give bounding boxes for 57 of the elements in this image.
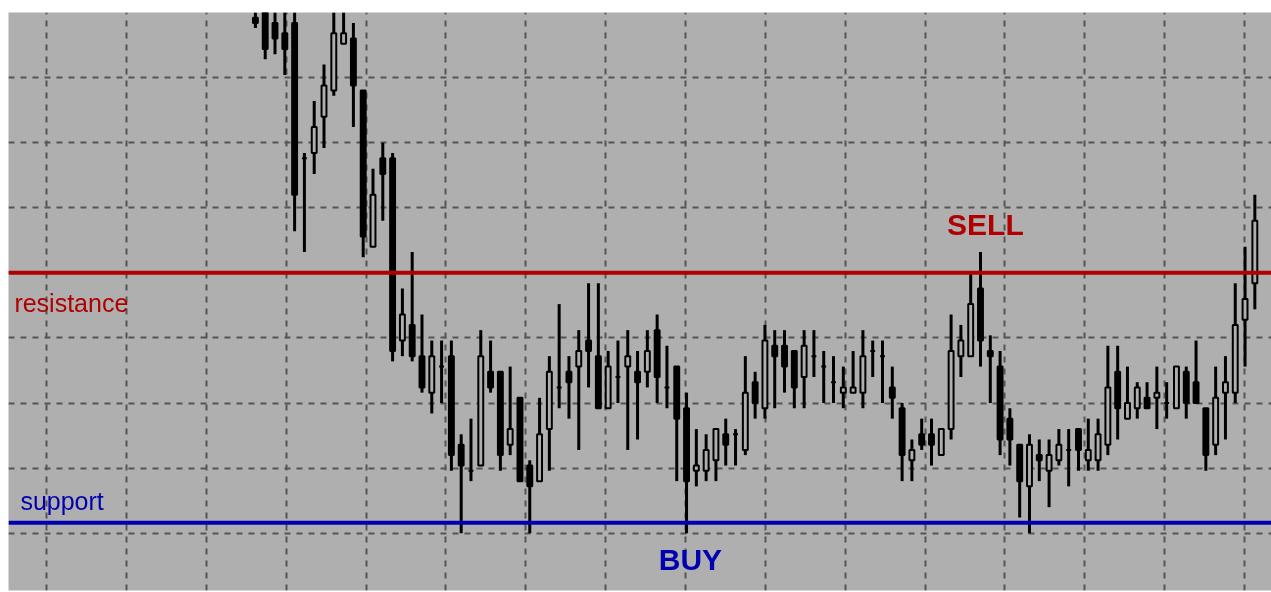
candlestick	[310, 101, 318, 174]
candlestick	[1222, 356, 1229, 440]
candlestick	[359, 89, 367, 259]
candlestick	[1055, 429, 1063, 466]
candlestick	[585, 283, 593, 388]
ref-line-label: support	[20, 486, 104, 515]
candlestick	[1173, 365, 1180, 410]
annotation: SELL	[947, 207, 1024, 241]
candlestick	[957, 323, 965, 377]
candlestick	[634, 349, 641, 440]
candlestick	[1006, 408, 1014, 466]
candlestick	[996, 349, 1004, 457]
candlestick	[545, 356, 553, 471]
candlestick	[536, 396, 544, 483]
candlestick	[320, 64, 328, 148]
candlestick	[1045, 439, 1053, 509]
candlestick	[487, 340, 495, 393]
candlestick	[967, 272, 975, 358]
candlestick	[1084, 418, 1092, 471]
candlestick	[977, 252, 984, 367]
candlestick	[1241, 245, 1249, 367]
candlestick	[1016, 443, 1024, 518]
candlestick	[1035, 439, 1043, 483]
candlestick	[624, 330, 632, 450]
candlestick	[526, 460, 534, 535]
candlestick	[575, 330, 583, 450]
candlestick	[937, 428, 945, 457]
candlestick	[349, 22, 357, 128]
candlestick	[1251, 194, 1259, 310]
candlestick	[1026, 434, 1033, 535]
candlestick	[908, 439, 916, 483]
candlestick	[594, 283, 602, 410]
candlestick	[477, 330, 485, 467]
candlestick	[781, 330, 788, 393]
candlestick	[1202, 407, 1210, 471]
candlestick	[800, 330, 808, 409]
ref-line-label: resistance	[14, 288, 129, 317]
candlestick	[1192, 340, 1200, 405]
candlestick	[496, 370, 504, 471]
candlestick	[790, 349, 798, 409]
candlestick	[1143, 382, 1151, 410]
candlestick	[849, 349, 857, 394]
candlestick	[986, 335, 994, 405]
candlestick	[771, 330, 779, 409]
candlestick	[673, 365, 681, 483]
candlestick	[457, 434, 465, 535]
candlestick	[761, 323, 769, 419]
text: BUY	[658, 542, 723, 576]
candlestick	[712, 428, 720, 483]
candlestick	[604, 349, 612, 410]
candlestick	[1114, 344, 1122, 440]
candlestick	[291, 12, 299, 233]
candlestick	[1124, 366, 1131, 420]
candlestick	[1153, 366, 1161, 431]
candlestick	[281, 12, 289, 75]
candlestick	[888, 366, 896, 419]
candlestick	[1075, 428, 1082, 471]
